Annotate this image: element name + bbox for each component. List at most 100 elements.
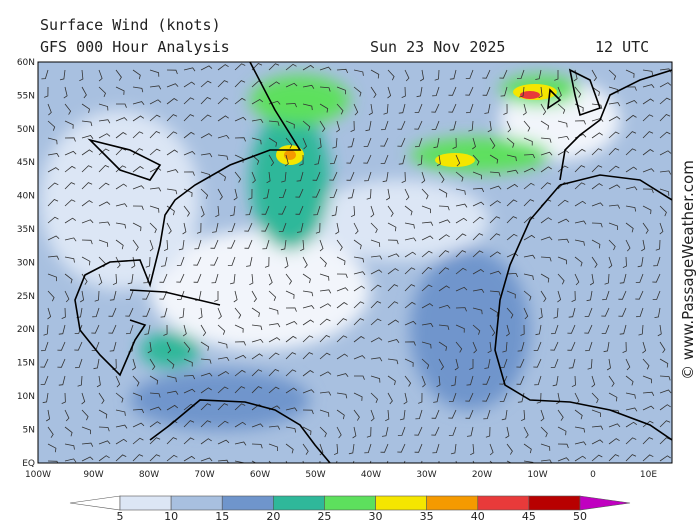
wind-barb: [210, 239, 219, 249]
wind-barb: [591, 392, 599, 404]
wind-barb: [142, 290, 151, 300]
wind-barb: [455, 203, 468, 208]
lon-label: 80W: [139, 470, 159, 480]
wind-barb: [608, 86, 619, 94]
lat-label: 20N: [17, 325, 35, 335]
wind-barb: [540, 256, 552, 262]
wind-barb: [251, 171, 256, 184]
wind-barb: [387, 392, 393, 405]
wind-barb: [132, 69, 141, 80]
wind-barb: [278, 188, 287, 198]
wind-barb: [81, 165, 93, 173]
wind-barb: [574, 165, 586, 173]
wind-barb: [98, 392, 105, 405]
wind-barb: [47, 255, 60, 260]
colorbar-tick-label: 45: [522, 510, 536, 523]
wind-barb: [370, 301, 382, 309]
wind-barb: [115, 183, 128, 190]
wind-barb: [506, 120, 512, 133]
wind-barb: [398, 154, 406, 165]
wind-barb: [523, 307, 529, 320]
wind-barb: [591, 183, 603, 190]
wind-barb: [115, 69, 122, 81]
wind-barb: [523, 443, 532, 454]
wind-barb: [608, 454, 620, 462]
wind-barb: [551, 324, 559, 335]
colorbar-segment: [170, 495, 223, 511]
wind-barb: [332, 137, 338, 149]
wind-barb: [61, 307, 66, 319]
wind-barb: [608, 392, 618, 402]
wind-barb: [466, 426, 474, 437]
wind-barb: [336, 103, 344, 115]
wind-barb: [637, 256, 644, 268]
wind-barb: [183, 131, 195, 139]
wind-barb: [132, 86, 144, 93]
wind-barb: [183, 151, 196, 156]
wind-barb: [625, 186, 638, 191]
wind-barb: [166, 437, 178, 445]
wind-barb: [618, 290, 627, 300]
wind-barb: [591, 439, 604, 445]
wind-barb: [659, 455, 671, 462]
colorbar-segment: [119, 495, 172, 511]
wind-barb: [540, 409, 545, 422]
wind-barb: [523, 167, 536, 173]
wind-barb: [659, 341, 666, 354]
wind-barb: [659, 389, 672, 394]
wind-barb: [387, 301, 399, 309]
wind-barb: [319, 256, 327, 268]
wind-barb: [421, 171, 426, 184]
wind-barb: [370, 205, 375, 218]
wind-barb: [567, 324, 576, 334]
lat-label: 15N: [17, 359, 35, 369]
wind-barb: [149, 454, 161, 462]
wind-barb: [433, 392, 440, 403]
wind-barb: [132, 185, 145, 190]
wind-barb: [302, 137, 307, 150]
wind-barb: [336, 373, 349, 378]
wind-barb: [472, 137, 476, 150]
wind-barb: [434, 69, 440, 81]
wind-barb: [448, 103, 457, 113]
wind-barb: [336, 353, 349, 360]
wind-barb: [233, 188, 238, 201]
wind-barb: [132, 408, 145, 414]
wind-barb: [538, 307, 543, 320]
wind-barb: [455, 286, 468, 292]
wind-barb: [47, 235, 60, 241]
wind-barb: [404, 69, 410, 82]
wind-barb: [387, 69, 395, 81]
wind-barb: [98, 409, 108, 419]
wind-barb: [47, 307, 52, 320]
wind-barb: [523, 137, 533, 146]
wind-barb: [591, 222, 603, 228]
wind-barb: [234, 97, 246, 105]
wind-barb: [466, 103, 474, 114]
wind-barb: [314, 154, 321, 165]
wind-barb: [397, 120, 406, 130]
wind-barb: [295, 205, 304, 215]
wind-barb: [586, 290, 593, 302]
wind-barb: [285, 352, 297, 360]
credit: © www.PassageWeather.com: [679, 160, 697, 380]
wind-barb: [523, 234, 536, 241]
wind-barb: [98, 201, 111, 207]
wind-barb: [302, 305, 315, 310]
wind-barb: [438, 205, 450, 211]
wind-barb: [166, 188, 178, 195]
wind-barb: [431, 120, 440, 130]
wind-barb: [455, 217, 468, 224]
wind-barb: [302, 273, 311, 284]
wind-barb: [387, 375, 396, 386]
wind-barb: [47, 167, 60, 173]
wind-barb: [166, 83, 179, 88]
lon-label: 40W: [361, 470, 381, 480]
wind-barb: [44, 86, 49, 98]
wind-barb: [200, 65, 213, 71]
wind-maximum: [520, 91, 540, 99]
wind-barb: [421, 221, 434, 226]
wind-barb: [353, 355, 366, 360]
wind-barb: [505, 324, 510, 337]
